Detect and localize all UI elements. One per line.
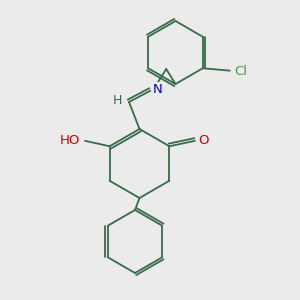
Text: N: N <box>152 82 162 96</box>
Text: Cl: Cl <box>235 65 248 78</box>
Text: HO: HO <box>60 134 80 147</box>
Text: O: O <box>198 134 208 147</box>
Text: H: H <box>113 94 122 107</box>
